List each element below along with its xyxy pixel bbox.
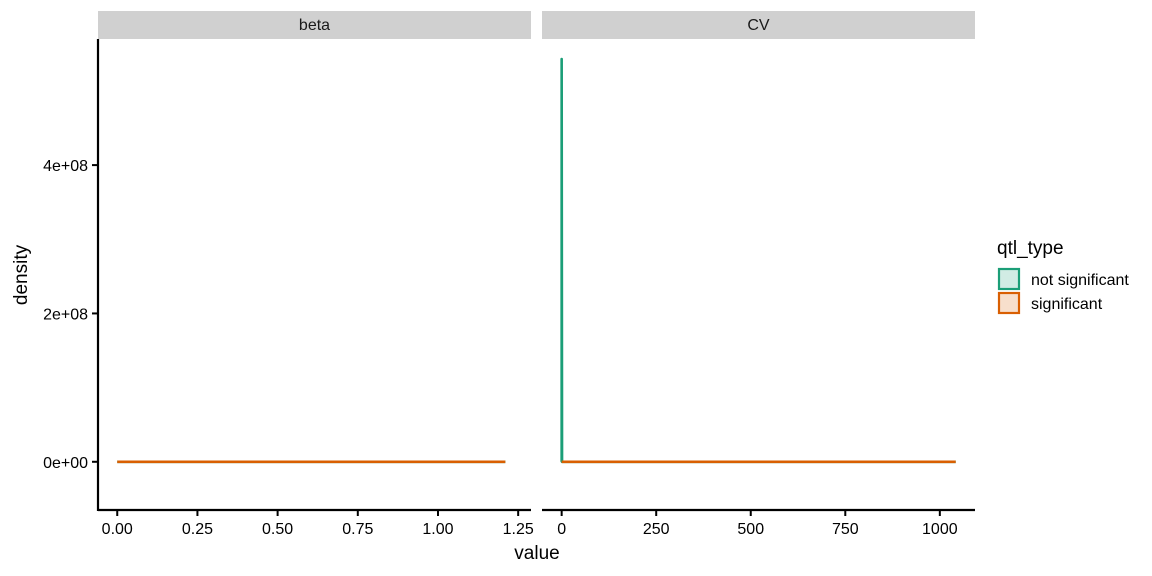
legend-title: qtl_type [997,238,1064,259]
y-tick-label: 2e+08 [43,306,88,323]
x-tick-label: 1.00 [422,521,453,538]
y-axis-title: density [11,244,32,305]
y-tick-label: 4e+08 [43,158,88,175]
legend-key-not-significant [997,267,1021,291]
panel-cv: CV 0 250 500 750 1000 [542,11,975,538]
legend-key-significant [997,291,1021,315]
x-axis-title: value [514,543,559,564]
x-tick-label: 500 [737,521,764,538]
legend: qtl_type not significant significant [997,238,1129,315]
legend-label-not-significant: not significant [1031,272,1129,289]
x-tick-label: 1.25 [503,521,534,538]
density-line-not-significant [560,57,956,464]
x-tick-label: 0.50 [262,521,293,538]
x-tick-label: 750 [832,521,859,538]
x-tick-label: 1000 [922,521,958,538]
panels-layer: beta 0.00 0.25 0.50 0.75 1.00 1.25 CV 0 250 500 750… [98,11,975,538]
x-tick-label: 0.00 [102,521,133,538]
y-tick-label: 0e+00 [43,455,88,472]
facet-strip [98,11,531,39]
panel-beta: beta 0.00 0.25 0.50 0.75 1.00 1.25 [98,11,534,538]
facet-strip [542,11,975,39]
x-tick-label: 0.75 [342,521,373,538]
facet-strip-label: CV [747,17,770,34]
y-axis: 0e+00 2e+08 4e+08 [43,39,100,511]
x-tick-label: 0 [557,521,566,538]
legend-label-significant: significant [1031,296,1103,313]
x-tick-label: 250 [643,521,670,538]
x-tick-label: 0.25 [182,521,213,538]
facet-strip-label: beta [299,17,330,34]
